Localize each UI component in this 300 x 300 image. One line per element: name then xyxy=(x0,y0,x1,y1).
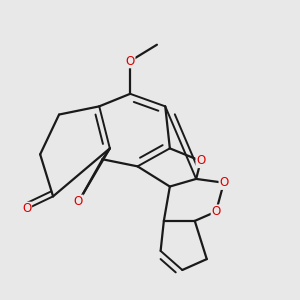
Text: O: O xyxy=(125,55,135,68)
Text: O: O xyxy=(196,154,206,167)
Text: O: O xyxy=(212,205,220,218)
Text: O: O xyxy=(22,202,32,215)
Text: O: O xyxy=(219,176,229,189)
Text: O: O xyxy=(74,195,83,208)
